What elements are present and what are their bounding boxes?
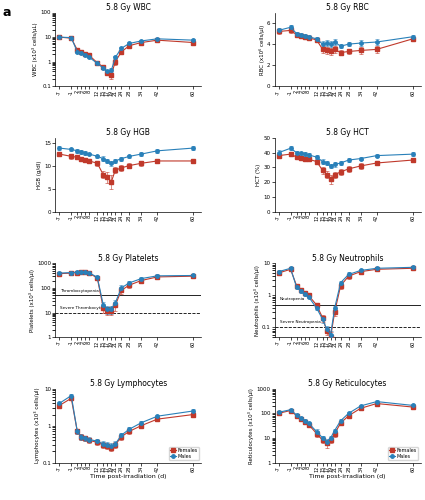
Y-axis label: HCT (%): HCT (%): [256, 164, 261, 186]
Y-axis label: Lymphocytes (x10³ cells/µl): Lymphocytes (x10³ cells/µl): [34, 388, 40, 464]
Legend: Females, Males: Females, Males: [169, 446, 199, 460]
Title: 5.8 Gy HGB: 5.8 Gy HGB: [106, 128, 150, 137]
Text: Thrombocytopenia: Thrombocytopenia: [60, 288, 99, 292]
Title: 5.8 Gy WBC: 5.8 Gy WBC: [106, 2, 151, 12]
Text: a: a: [2, 6, 11, 19]
X-axis label: Time post-irradiation (d): Time post-irradiation (d): [90, 474, 167, 478]
Title: 5.8 Gy Lymphocytes: 5.8 Gy Lymphocytes: [90, 379, 167, 388]
Text: Severe Neutropenia: Severe Neutropenia: [280, 320, 320, 324]
Y-axis label: Platelets (x10³ cells/µl): Platelets (x10³ cells/µl): [29, 268, 35, 332]
Y-axis label: WBC (x10³ cells/µL): WBC (x10³ cells/µL): [32, 22, 39, 76]
Title: 5.8 Gy Neutrophils: 5.8 Gy Neutrophils: [312, 254, 383, 262]
Y-axis label: HGB (g/dl): HGB (g/dl): [37, 160, 42, 189]
Y-axis label: RBC (x10⁶ cells/µl): RBC (x10⁶ cells/µl): [259, 24, 265, 74]
Text: Severe Thrombocytopenia: Severe Thrombocytopenia: [60, 306, 114, 310]
Y-axis label: Reticulocytes (x10³ cells/µl): Reticulocytes (x10³ cells/µl): [248, 388, 254, 464]
Title: 5.8 Gy HCT: 5.8 Gy HCT: [326, 128, 369, 137]
Title: 5.8 Gy Reticulocytes: 5.8 Gy Reticulocytes: [309, 379, 387, 388]
Title: 5.8 Gy Platelets: 5.8 Gy Platelets: [98, 254, 159, 262]
Legend: Females, Males: Females, Males: [388, 446, 418, 460]
Y-axis label: Neutrophils (x10³ cells/µl): Neutrophils (x10³ cells/µl): [254, 265, 260, 336]
X-axis label: Time post-irradiation (d): Time post-irradiation (d): [309, 474, 386, 478]
Text: Neutropenia: Neutropenia: [280, 298, 305, 302]
Title: 5.8 Gy RBC: 5.8 Gy RBC: [326, 2, 369, 12]
